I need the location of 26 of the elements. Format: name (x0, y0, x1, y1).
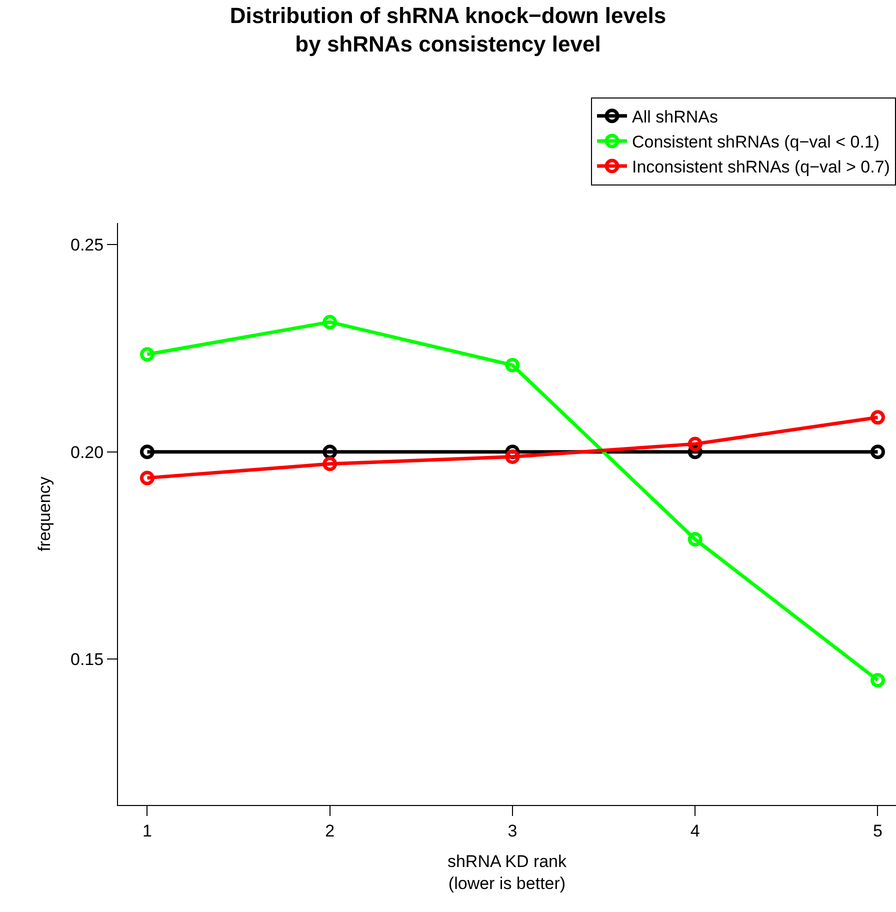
legend-label: Consistent shRNAs (q−val < 0.1) (632, 132, 880, 152)
point (870, 672, 885, 688)
point (688, 436, 702, 452)
point (870, 410, 885, 425)
y-tick-label: 0.25 (70, 236, 104, 255)
point (322, 314, 338, 330)
y-tick-label: 0.15 (70, 650, 104, 670)
legend-label: All shRNAs (632, 107, 718, 126)
point (688, 532, 702, 547)
point (140, 444, 154, 460)
y-axis-title: frequency (35, 476, 54, 552)
y-tick-label: 0.20 (70, 442, 104, 462)
point (140, 470, 154, 486)
x-tick-label: 2 (325, 821, 335, 840)
legend-label: Inconsistent shRNAs (q−val > 0.7) (632, 158, 890, 177)
point (505, 450, 520, 464)
chart-title: Distribution of shRNA knock−down levels by shRNAs consistency level (230, 2, 666, 56)
x-axis-title: shRNA KD rank (lower is better) (447, 852, 568, 893)
point (140, 347, 154, 362)
x-tick-label: 4 (690, 821, 700, 840)
point (870, 444, 885, 460)
x-tick-label: 5 (873, 821, 882, 840)
point (505, 358, 520, 372)
point (322, 456, 338, 472)
x-tick-label: 3 (508, 821, 518, 840)
x-tick-label: 1 (142, 821, 152, 840)
